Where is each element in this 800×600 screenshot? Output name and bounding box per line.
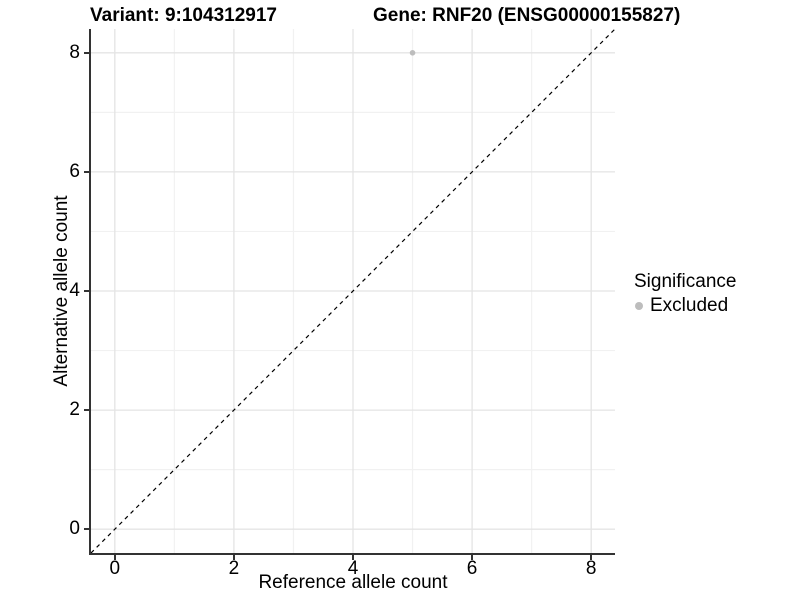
plot-canvas	[91, 29, 615, 553]
x-tick-mark	[590, 555, 593, 560]
legend-title: Significance	[634, 271, 737, 292]
legend-item-excluded: Excluded	[635, 295, 736, 317]
plot-panel	[89, 29, 615, 555]
y-tick-mark	[84, 528, 89, 531]
y-tick-label: 0	[69, 518, 80, 540]
x-tick-label: 4	[347, 558, 359, 579]
plot-title-variant: Variant: 9:104312917	[90, 5, 277, 26]
plot-title-gene: Gene: RNF20 (ENSG00000155827)	[373, 5, 681, 26]
legend-item-label: Excluded	[650, 295, 729, 316]
y-tick-label: 6	[69, 160, 80, 182]
y-tick-mark	[84, 409, 89, 412]
x-tick-mark	[113, 555, 116, 560]
x-tick-label: 2	[228, 558, 240, 579]
legend: Significance Excluded	[634, 271, 736, 317]
y-tick-label: 8	[69, 41, 80, 63]
y-tick-label: 2	[69, 399, 80, 421]
y-tick-mark	[84, 290, 89, 292]
x-tick-mark	[232, 555, 235, 560]
x-axis-title: Reference allele count	[258, 572, 448, 593]
x-tick-label: 0	[109, 558, 121, 579]
y-tick-mark	[84, 170, 89, 173]
x-tick-label: 6	[466, 558, 478, 579]
legend-key-dot-icon	[635, 302, 643, 310]
x-tick-label: 8	[585, 558, 597, 579]
y-tick-mark	[84, 51, 89, 54]
data-point-excluded	[409, 50, 416, 56]
y-tick-label: 4	[69, 280, 80, 301]
x-tick-mark	[471, 555, 474, 560]
x-tick-mark	[352, 555, 354, 560]
identity-line	[91, 29, 615, 553]
